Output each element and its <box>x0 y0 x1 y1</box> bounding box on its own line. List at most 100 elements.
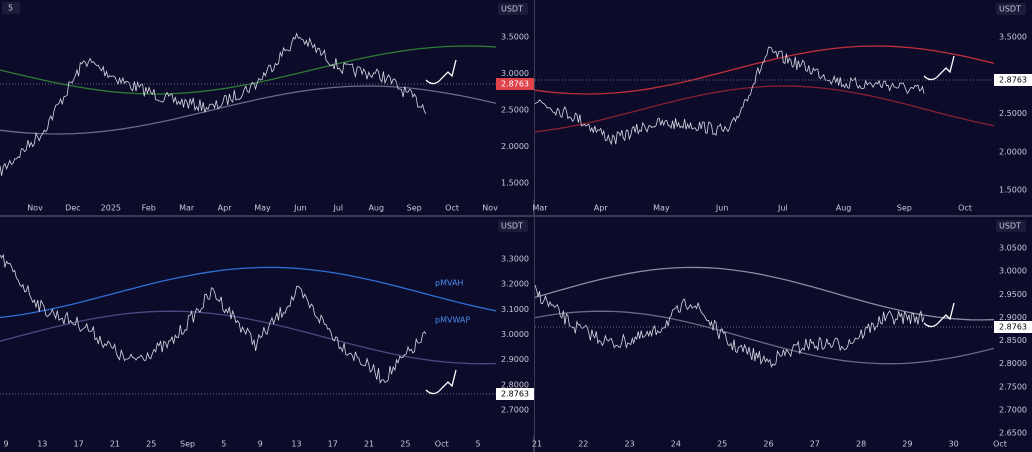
time-label: Sep <box>407 204 422 213</box>
interval-button[interactable] <box>2 2 20 14</box>
current-price: 2.8763 <box>501 390 529 399</box>
price-label: 3.0000 <box>501 69 529 78</box>
indicator-line <box>0 310 497 365</box>
time-label: Oct <box>435 440 449 449</box>
time-label: 28 <box>856 440 866 449</box>
price-label: 3.3000 <box>501 255 529 264</box>
current-price: 2.8763 <box>501 80 529 89</box>
indicator-line <box>0 266 497 319</box>
price-line <box>0 32 427 176</box>
time-label: 25 <box>400 440 410 449</box>
time-label: 21 <box>532 440 542 449</box>
time-label: 22 <box>578 440 588 449</box>
time-label: 27 <box>810 440 820 449</box>
currency-label: USDT <box>501 222 523 231</box>
time-label: 9 <box>3 440 8 449</box>
interval-label: 5 <box>8 4 13 13</box>
time-label: Sep <box>897 204 912 213</box>
time-label: Jun <box>715 204 729 213</box>
price-axis <box>496 0 534 200</box>
indicator-line <box>534 45 995 95</box>
time-label: Aug <box>836 204 852 213</box>
time-label: Jul <box>333 204 344 213</box>
time-label: Jun <box>293 204 307 213</box>
time-label: Mar <box>532 204 548 213</box>
price-label: 2.8000 <box>501 380 529 389</box>
price-label: 3.5000 <box>501 33 529 42</box>
time-label: Nov <box>27 204 43 213</box>
price-label: 2.7000 <box>999 405 1027 414</box>
currency-button[interactable] <box>996 3 1026 15</box>
chart-pane: USDT 3.5000 3.0000 2.5000 2.0000 1.5000 2.8763… <box>0 0 534 213</box>
current-price: 2.8763 <box>999 76 1027 85</box>
price-label: 2.9000 <box>501 355 529 364</box>
indicator-line <box>534 266 995 321</box>
price-label: 3.2000 <box>501 280 529 289</box>
price-label: 3.0000 <box>501 330 529 339</box>
indicator-line <box>534 310 995 365</box>
price-label: 2.5000 <box>501 106 529 115</box>
time-label: Nov <box>482 204 498 213</box>
time-label: 5 <box>221 440 226 449</box>
time-label: 30 <box>949 440 959 449</box>
time-label: Aug <box>368 204 384 213</box>
price-label: 2.0000 <box>999 147 1027 156</box>
currency-button[interactable] <box>996 220 1026 232</box>
chart-pane: USDT 3.3000 3.2000 3.1000 3.0000 2.9000 2.8000… <box>0 217 534 449</box>
currency-label: USDT <box>999 5 1021 14</box>
time-label: 23 <box>625 440 635 449</box>
price-axis <box>496 217 534 436</box>
time-label: 24 <box>671 440 681 449</box>
price-label: 2.5000 <box>999 109 1027 118</box>
price-label: 2.8000 <box>999 359 1027 368</box>
price-label: 3.0000 <box>999 267 1027 276</box>
chart-pane: USDT 3.5000 2.5000 2.0000 1.5000 2.8763 Mar Apr… <box>532 0 1032 213</box>
time-label: 29 <box>902 440 912 449</box>
time-label: Mar <box>179 204 195 213</box>
current-price-tag <box>994 74 1032 86</box>
price-label: 3.5000 <box>999 33 1027 42</box>
price-label: 2.0000 <box>501 142 529 151</box>
hand-drawing <box>425 59 457 85</box>
time-label: Dec <box>65 204 80 213</box>
chart-pane: USDT 3.0500 3.0000 2.9500 2.9000 2.8500 2.8000… <box>532 217 1032 449</box>
hand-drawing <box>923 302 955 328</box>
price-label: 1.5000 <box>501 179 529 188</box>
level-label: pMVWAP <box>435 316 470 325</box>
price-label: 2.7000 <box>501 406 529 415</box>
price-label: 1.5000 <box>999 186 1027 195</box>
current-price-tag <box>496 78 534 90</box>
price-line <box>534 46 925 146</box>
time-label: Apr <box>594 204 609 213</box>
time-label: 21 <box>364 440 374 449</box>
time-label: Jul <box>777 204 788 213</box>
price-label: 2.6500 <box>999 429 1027 438</box>
current-price-tag <box>994 321 1032 333</box>
time-label: 21 <box>110 440 120 449</box>
indicator-line <box>0 85 497 135</box>
time-label: 13 <box>37 440 47 449</box>
currency-button[interactable] <box>498 220 528 232</box>
price-label: 3.0500 <box>999 244 1027 253</box>
time-label: Feb <box>142 204 156 213</box>
price-label: 2.8500 <box>999 336 1027 345</box>
time-label: May <box>653 204 670 213</box>
price-label: 2.7500 <box>999 382 1027 391</box>
currency-label: USDT <box>501 5 523 14</box>
currency-label: USDT <box>999 222 1021 231</box>
time-label: Oct <box>993 440 1007 449</box>
indicator-line <box>0 45 497 95</box>
time-label: 17 <box>74 440 84 449</box>
price-label: 2.9000 <box>999 313 1027 322</box>
time-label: 2025 <box>101 204 121 213</box>
level-label: pMVAH <box>435 279 463 288</box>
hand-drawing <box>923 55 955 81</box>
currency-button[interactable] <box>498 3 528 15</box>
current-price-tag <box>496 388 534 400</box>
time-label: May <box>254 204 271 213</box>
price-label: 2.9500 <box>999 290 1027 299</box>
price-line <box>534 284 925 368</box>
time-label: 25 <box>717 440 727 449</box>
time-label: 9 <box>258 440 263 449</box>
